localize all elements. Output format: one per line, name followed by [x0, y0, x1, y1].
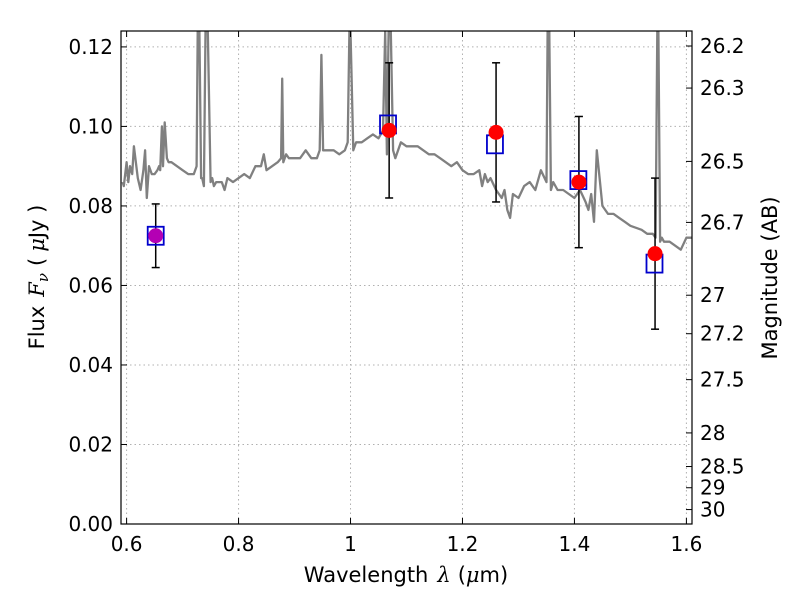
magnitude-tick-label-2: 26.5	[700, 149, 745, 173]
ticks-layer: 0.6 0.8 1 1.2 1.4 1.6 0.00 0.02 0.04 0.06 0.08 0.10…	[68, 31, 745, 556]
y-axis-label-subscript: ν	[34, 273, 52, 282]
x-axis-label-unit-rest: m)	[480, 563, 509, 587]
observed-point-4	[647, 246, 663, 262]
x-axis-label: Wavelength λ (μm)	[304, 563, 508, 587]
magnitude-tick-label-5: 27.2	[700, 322, 745, 346]
observed-point-0	[148, 228, 164, 244]
x-tick-label-0: 0.6	[111, 532, 143, 556]
x-axis-label-unit-open: (	[458, 563, 466, 587]
spectrum-line	[121, 31, 692, 251]
magnitude-tick-label-9: 29	[700, 476, 725, 500]
y-axis-label-unit-rest: Jy )	[25, 205, 49, 241]
magnitude-tick-label-1: 26.3	[700, 76, 745, 100]
y-axis-label-text: Flux	[25, 306, 49, 350]
y-tick-label-4: 0.08	[68, 194, 113, 218]
observed-point-layer	[148, 122, 663, 262]
y-axis-label-unit-open: (	[25, 258, 49, 266]
x-tick-label-3: 1.2	[447, 532, 479, 556]
x-tick-label-2: 1	[344, 532, 357, 556]
magnitude-tick-label-7: 28	[700, 421, 725, 445]
y-tick-label-1: 0.02	[68, 432, 113, 456]
x-axis-label-unit-mu: μ	[466, 563, 480, 587]
grid	[121, 31, 692, 525]
magnitude-axis-label: Magnitude (AB)	[758, 196, 782, 359]
x-tick-label-1: 0.8	[223, 532, 255, 556]
observed-point-1	[381, 122, 397, 138]
magnitude-tick-label-8: 28.5	[700, 455, 745, 479]
magnitude-tick-label-6: 27.5	[700, 368, 745, 392]
y-axis-label-unit-mu: μ	[25, 238, 49, 252]
x-tick-label-4: 1.4	[559, 532, 591, 556]
y-axis-label-symbol: F	[25, 281, 49, 298]
model-box-layer	[146, 114, 664, 274]
y-tick-label-2: 0.04	[68, 353, 113, 377]
magnitude-tick-label-3: 26.7	[700, 210, 745, 234]
observed-point-2	[488, 124, 504, 140]
magnitude-tick-label-10: 30	[700, 498, 725, 522]
magnitude-tick-label-4: 27	[700, 283, 725, 307]
x-tick-label-5: 1.6	[670, 532, 702, 556]
x-axis-label-text: Wavelength	[304, 563, 429, 587]
y-tick-label-3: 0.06	[68, 273, 113, 297]
model-box-0	[146, 225, 165, 246]
magnitude-tick-label-0: 26.2	[700, 34, 745, 58]
x-axis-label-symbol: λ	[436, 563, 450, 587]
y-tick-label-6: 0.12	[68, 35, 113, 59]
spectrum-layer	[121, 31, 692, 251]
y-tick-label-0: 0.00	[68, 512, 113, 536]
observed-point-3	[571, 174, 587, 190]
plot-frame	[120, 30, 693, 525]
y-tick-label-5: 0.10	[68, 114, 113, 138]
y-axis-label: Flux Fν ( μJy )	[25, 205, 52, 350]
